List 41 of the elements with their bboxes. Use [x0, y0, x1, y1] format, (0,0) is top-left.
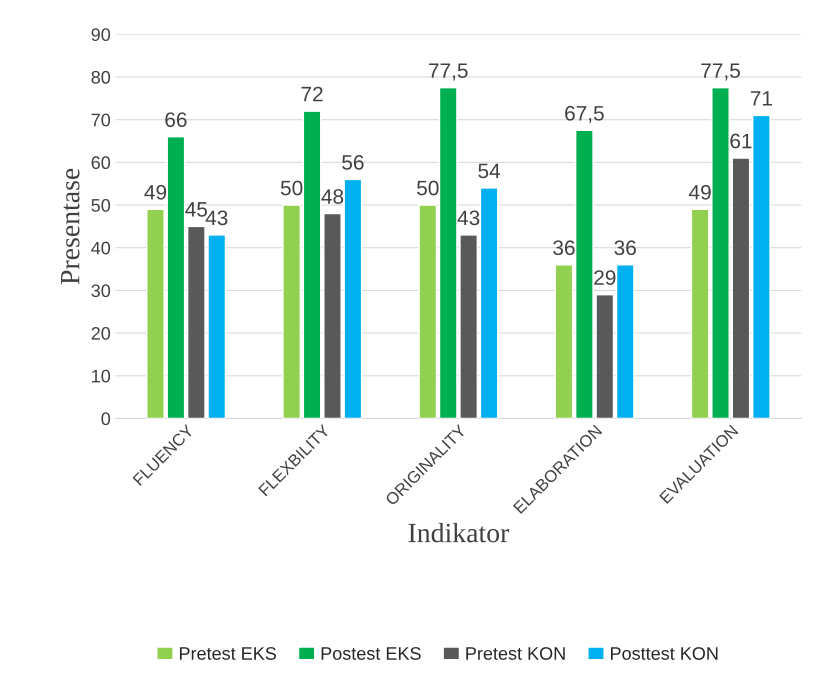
data-label: 49 — [689, 184, 711, 200]
data-label: 29 — [594, 270, 616, 285]
y-tick-label: 80 — [91, 70, 110, 84]
data-label: 43 — [206, 210, 228, 226]
y-tick-label: 40 — [91, 242, 110, 254]
data-label: 50 — [417, 180, 439, 196]
legend-label: Posttest KON — [611, 647, 718, 660]
legend-label: Postest EKS — [322, 647, 421, 660]
y-tick-label: 50 — [91, 198, 110, 212]
y-tick-label: 30 — [91, 284, 110, 298]
y-axis-title: Presentase — [61, 168, 80, 284]
data-label: 48 — [321, 189, 344, 204]
y-tick-label: 70 — [92, 114, 110, 126]
y-tick-label: 90 — [92, 28, 110, 42]
data-label: 50 — [280, 180, 302, 196]
bar — [207, 234, 226, 418]
data-label: 49 — [144, 184, 166, 200]
legend-label: Pretest KON — [466, 647, 565, 660]
data-label: 71 — [750, 91, 772, 106]
y-tick-label: 20 — [92, 327, 110, 340]
y-tick-label: 10 — [92, 370, 110, 382]
data-label: 54 — [478, 164, 500, 178]
data-label: 56 — [342, 155, 364, 170]
data-label: 77,5 — [701, 63, 740, 80]
legend-label: Pretest EKS — [180, 647, 276, 660]
bar — [438, 86, 458, 418]
y-tick-label: 0 — [101, 412, 110, 426]
bar — [616, 264, 635, 418]
bar — [418, 204, 438, 418]
x-axis-title: Indikator — [408, 522, 510, 542]
data-label: 45 — [185, 202, 208, 217]
data-label: 61 — [730, 134, 752, 148]
y-tick-label: 60 — [92, 156, 110, 170]
data-label: 67,5 — [565, 106, 604, 124]
data-label: 72 — [302, 86, 323, 102]
bar — [595, 294, 614, 418]
data-label: 36 — [553, 240, 575, 256]
data-label: 43 — [458, 210, 480, 226]
data-label: 36 — [614, 240, 636, 256]
data-label: 77,5 — [429, 63, 468, 80]
data-label: 66 — [165, 112, 187, 128]
